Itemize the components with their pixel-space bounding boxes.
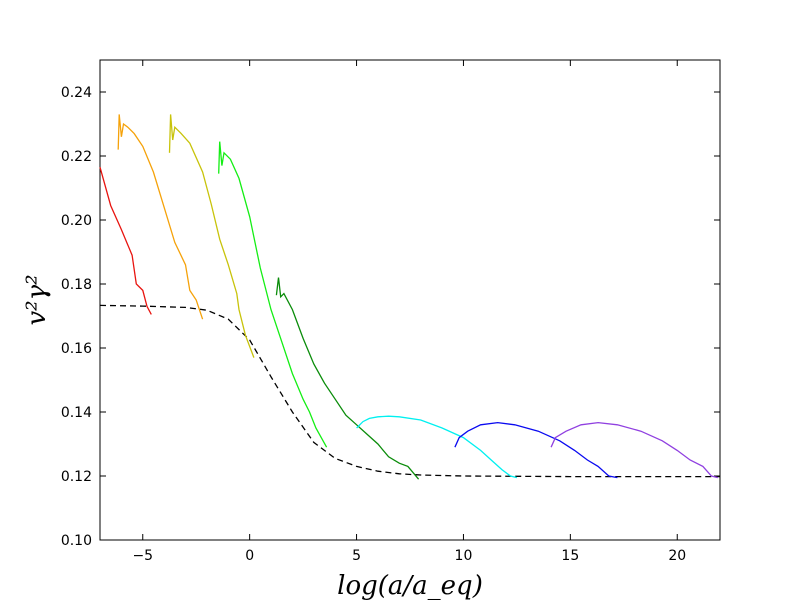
series-line xyxy=(218,141,328,448)
series-line xyxy=(454,421,618,479)
x-tick-label: 10 xyxy=(455,548,473,564)
y-tick-label: 0.18 xyxy=(61,277,92,293)
y-tick-label: 0.10 xyxy=(61,533,92,549)
y-tick-label: 0.12 xyxy=(61,469,92,485)
series-line-dashed xyxy=(99,304,720,478)
x-tick-label: 15 xyxy=(561,548,579,564)
x-axis: −5 0 5 10 15 20 xyxy=(132,60,686,564)
series-line xyxy=(550,421,719,479)
y-tick-label: 0.14 xyxy=(61,405,92,421)
y-axis: 0.10 0.12 0.14 0.16 0.18 0.20 0.22 0.24 xyxy=(61,85,720,549)
series-line xyxy=(99,167,152,315)
x-axis-label: log(a/a_eq) xyxy=(337,571,483,600)
y-tick-label: 0.16 xyxy=(61,341,92,357)
y-tick-label: 0.24 xyxy=(61,85,92,101)
series-group xyxy=(99,114,720,480)
x-tick-label: 20 xyxy=(668,548,686,564)
y-axis-label: v²γ² xyxy=(22,274,52,325)
y-tick-label: 0.22 xyxy=(61,149,92,165)
y-tick-label: 0.20 xyxy=(61,213,92,229)
series-line xyxy=(356,415,518,479)
x-tick-label: 0 xyxy=(245,548,254,564)
plot-frame xyxy=(99,59,721,541)
series-line xyxy=(117,114,204,320)
series-line xyxy=(275,277,420,480)
series-line xyxy=(168,114,255,358)
x-tick-label: −5 xyxy=(132,548,153,564)
x-tick-label: 5 xyxy=(352,548,361,564)
